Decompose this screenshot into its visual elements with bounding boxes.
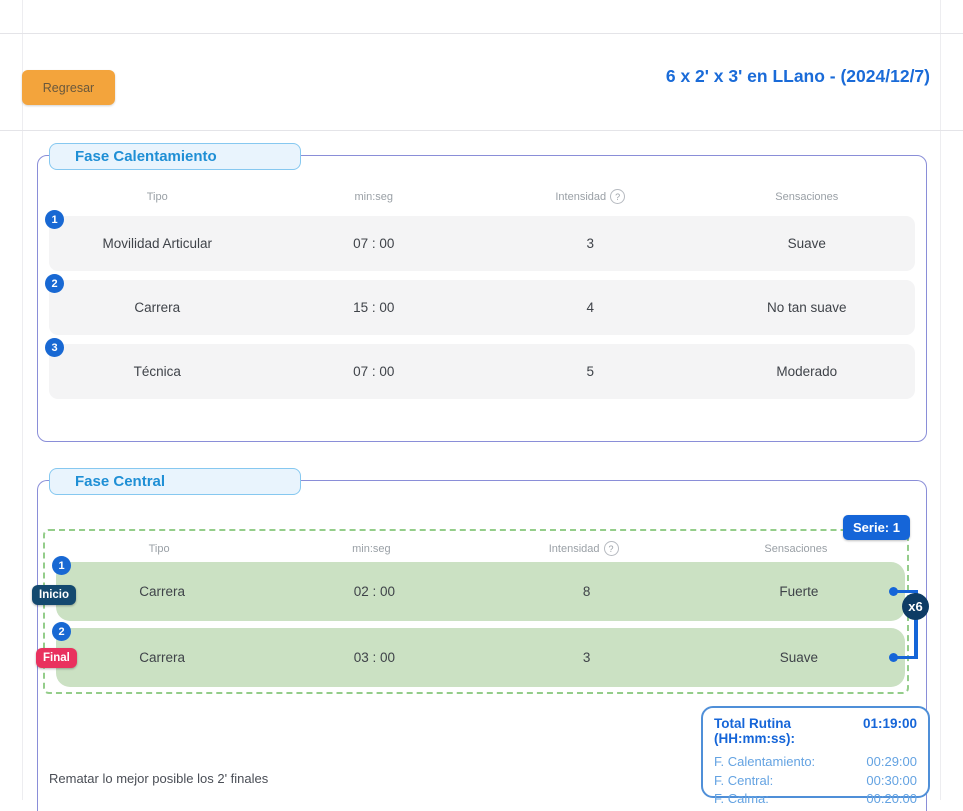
cell-sensation: Suave [779, 650, 819, 665]
warmup-phase-label: Fase Calentamiento [49, 143, 301, 170]
phase-total-label: F. Calma: [714, 791, 769, 806]
central-table-header: Tipo min:seg Intensidad ? Sensaciones [53, 541, 902, 556]
total-routine-value: 01:19:00 [862, 716, 917, 731]
table-row: 3 Técnica 07 : 00 5 Moderado [45, 338, 915, 399]
cell-intensity: 3 [582, 650, 591, 665]
bracket-line-vertical [914, 589, 918, 659]
column-header-sensaciones: Sensaciones [764, 542, 828, 555]
warmup-phase-card: Fase Calentamiento Tipo min:seg Intensid… [37, 143, 927, 442]
header-divider [0, 130, 963, 131]
back-button[interactable]: Regresar [22, 70, 115, 105]
routine-totals-box: Total Rutina (HH:mm:ss): 01:19:00 F. Cal… [701, 706, 930, 806]
row-number-badge: 2 [45, 274, 64, 293]
cell-time: 03 : 00 [353, 650, 396, 665]
final-tag: Final [36, 648, 77, 668]
table-row: 1 Movilidad Articular 07 : 00 3 Suave [45, 210, 915, 271]
cell-tipo: Movilidad Articular [102, 236, 213, 251]
cell-sensation: Fuerte [779, 584, 819, 599]
cell-time: 07 : 00 [353, 364, 395, 379]
column-header-sensaciones: Sensaciones [775, 190, 839, 203]
phase-total-label: F. Calentamiento: [714, 754, 816, 769]
warmup-table-header: Tipo min:seg Intensidad ? Sensaciones [49, 189, 915, 204]
cell-sensation: Moderado [776, 364, 838, 379]
repeat-count-badge: x6 [902, 593, 929, 620]
column-header-minseg: min:seg [354, 190, 394, 203]
bracket-line-top [894, 589, 916, 593]
phase-total-value: 00:30:00 [866, 772, 917, 788]
bracket-dot-start [889, 587, 898, 596]
column-header-minseg: min:seg [352, 542, 391, 555]
cell-tipo: Técnica [133, 364, 181, 379]
column-header-intensidad: Intensidad ? [478, 541, 690, 556]
cell-intensity: 8 [582, 584, 591, 599]
serie-badge: Serie: 1 [843, 515, 910, 540]
column-header-intensidad: Intensidad ? [482, 189, 699, 204]
content-right-edge [940, 0, 941, 800]
phase-total-row: F. Calma: 00:20:00 [714, 790, 917, 809]
table-row: 2 Carrera 15 : 00 4 No tan suave [45, 274, 915, 335]
bracket-dot-end [889, 653, 898, 662]
cell-intensity: 3 [586, 236, 594, 251]
cell-time: 07 : 00 [353, 236, 395, 251]
cell-time: 02 : 00 [353, 584, 396, 599]
inicio-tag: Inicio [32, 585, 77, 605]
phase-total-label: F. Central: [714, 772, 774, 788]
column-header-tipo: Tipo [148, 542, 170, 555]
central-rows: 1 Carrera 02 : 00 8 Fuerte 2 Carrera 03 … [52, 556, 905, 694]
warmup-rows: 1 Movilidad Articular 07 : 00 3 Suave 2 … [45, 210, 915, 408]
table-row: 1 Carrera 02 : 00 8 Fuerte [52, 556, 905, 621]
row-number-badge: 1 [45, 210, 64, 229]
cell-tipo: Carrera [134, 300, 181, 315]
cell-time: 15 : 00 [353, 300, 395, 315]
column-header-tipo: Tipo [146, 190, 168, 203]
total-routine-row: Total Rutina (HH:mm:ss): 01:19:00 [714, 716, 917, 746]
content-left-edge [22, 0, 23, 800]
phase-total-row: F. Central: 00:30:00 [714, 772, 917, 791]
total-routine-label: Total Rutina (HH:mm:ss): [714, 716, 795, 746]
table-row: 2 Carrera 03 : 00 3 Suave [52, 622, 905, 687]
cell-intensity: 5 [586, 364, 594, 379]
row-number-badge: 2 [52, 622, 71, 641]
phase-total-row: F. Calentamiento: 00:29:00 [714, 753, 917, 772]
phase-note: Rematar lo mejor posible los 2' finales [49, 771, 269, 786]
cell-tipo: Carrera [139, 584, 185, 599]
page-title: 6 x 2' x 3' en LLano - (2024/12/7) [665, 66, 930, 86]
row-number-badge: 1 [52, 556, 71, 575]
phase-total-value: 00:29:00 [866, 754, 917, 769]
bracket-line-bottom [894, 655, 916, 659]
cell-sensation: Suave [787, 236, 826, 251]
cell-intensity: 4 [586, 300, 594, 315]
phase-total-value: 00:20:00 [866, 791, 917, 806]
help-icon[interactable]: ? [610, 189, 626, 204]
central-phase-label: Fase Central [49, 468, 301, 495]
cell-tipo: Carrera [139, 650, 185, 665]
help-icon[interactable]: ? [603, 541, 619, 556]
central-phase-card: Fase Central Serie: 1 Tipo min:seg Inten… [32, 468, 930, 811]
top-divider [0, 33, 963, 34]
row-number-badge: 3 [45, 338, 64, 357]
cell-sensation: No tan suave [766, 300, 847, 315]
